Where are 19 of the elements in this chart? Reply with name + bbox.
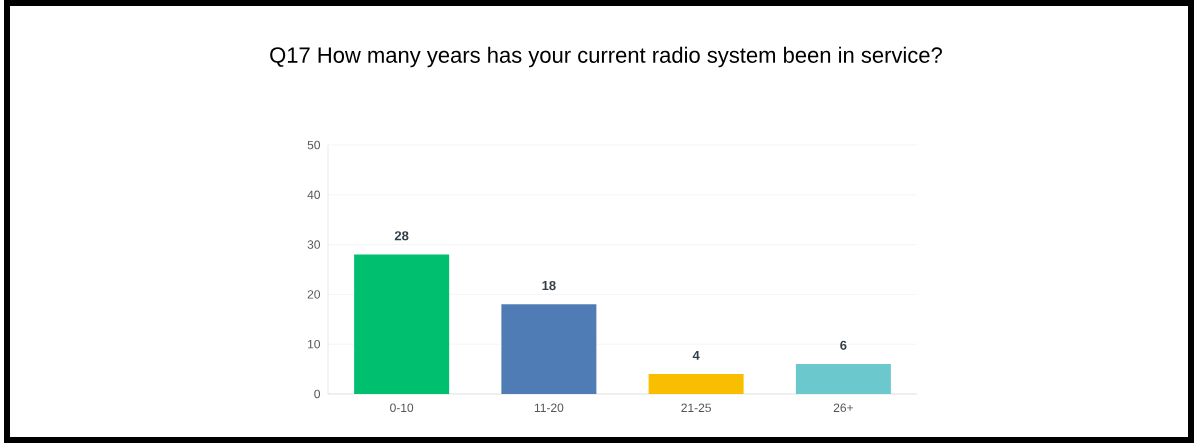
data-label: 28 bbox=[394, 231, 409, 241]
x-tick-label: 26+ bbox=[833, 403, 853, 413]
data-label: 18 bbox=[542, 280, 556, 291]
bar bbox=[648, 374, 744, 394]
y-tick-label: 10 bbox=[308, 339, 321, 349]
data-label: 6 bbox=[840, 340, 847, 350]
chart-title: Q17 How many years has your current radio system been in service? bbox=[270, 46, 942, 68]
y-tick-label: 0 bbox=[314, 389, 321, 399]
y-tick-label: 40 bbox=[307, 190, 321, 200]
bar bbox=[501, 304, 597, 394]
y-tick-label: 30 bbox=[307, 240, 321, 249]
bar bbox=[354, 254, 450, 394]
x-tick-label: 11-20 bbox=[534, 403, 564, 413]
bar bbox=[795, 364, 891, 394]
y-tick-label: 20 bbox=[307, 290, 321, 299]
data-label: 4 bbox=[692, 350, 700, 360]
x-tick-label: 0-10 bbox=[390, 403, 414, 413]
y-tick-label: 50 bbox=[307, 140, 321, 150]
x-tick-label: 21-25 bbox=[681, 403, 711, 413]
